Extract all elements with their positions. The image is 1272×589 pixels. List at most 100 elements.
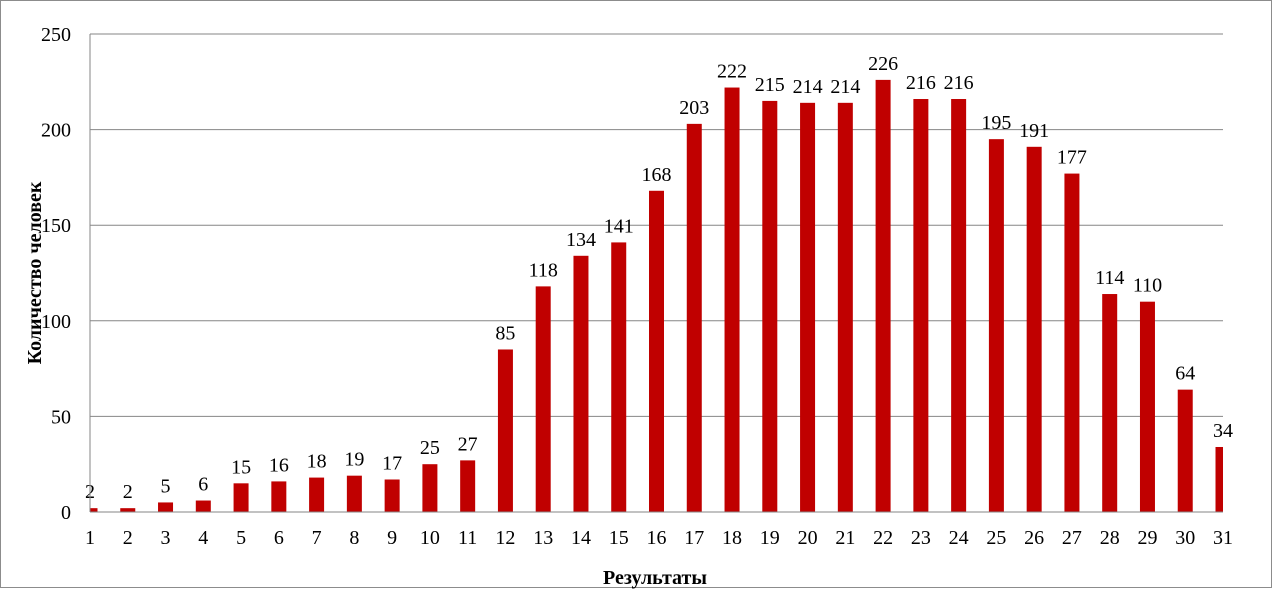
data-label: 216 [944, 72, 974, 94]
bar [1139, 301, 1155, 512]
x-tick-label: 7 [312, 527, 322, 549]
data-label: 195 [981, 112, 1011, 134]
bar [1215, 446, 1223, 512]
data-label: 215 [755, 74, 785, 96]
data-label: 5 [161, 475, 171, 497]
data-label: 177 [1057, 147, 1087, 169]
data-label: 134 [566, 229, 596, 251]
x-tick-label: 3 [161, 527, 171, 549]
bar [1102, 294, 1118, 512]
y-tick-label: 100 [41, 311, 71, 333]
bar [158, 502, 174, 512]
data-label: 6 [198, 474, 208, 496]
data-label: 203 [679, 97, 709, 119]
data-label: 25 [420, 437, 440, 459]
bar [800, 102, 816, 512]
x-tick-label: 1 [85, 527, 95, 549]
x-tick-label: 15 [609, 527, 629, 549]
bar [346, 475, 362, 512]
x-tick-label: 16 [647, 527, 667, 549]
data-label: 214 [830, 76, 860, 98]
x-tick-label: 29 [1137, 527, 1157, 549]
x-tick-label: 24 [949, 527, 969, 549]
data-label: 85 [495, 322, 515, 344]
data-label: 191 [1019, 120, 1049, 142]
data-label: 64 [1175, 363, 1195, 385]
data-label: 118 [529, 259, 558, 281]
x-tick-label: 6 [274, 527, 284, 549]
data-label: 27 [458, 433, 478, 455]
bar [120, 508, 136, 512]
data-label: 222 [717, 61, 747, 83]
x-tick-label: 23 [911, 527, 931, 549]
y-tick-label: 250 [41, 24, 71, 46]
y-axis-title: Количество человек [24, 181, 46, 364]
bar [195, 500, 211, 512]
data-label: 18 [307, 451, 327, 473]
x-tick-label: 12 [495, 527, 515, 549]
x-tick-label: 21 [835, 527, 855, 549]
data-label: 141 [604, 215, 634, 237]
bar [837, 102, 853, 512]
x-tick-label: 11 [458, 527, 477, 549]
data-label: 114 [1095, 267, 1124, 289]
x-tick-label: 14 [571, 527, 591, 549]
bar [233, 483, 249, 512]
data-label: 34 [1213, 420, 1233, 442]
bar [90, 508, 98, 512]
x-tick-label: 22 [873, 527, 893, 549]
bar [762, 100, 778, 513]
x-tick-label: 9 [387, 527, 397, 549]
bar [686, 123, 702, 512]
data-label: 168 [642, 164, 672, 186]
bar [309, 477, 325, 512]
bar [1026, 146, 1042, 513]
data-label: 2 [123, 481, 133, 503]
data-label: 216 [906, 72, 936, 94]
bar [1064, 173, 1080, 513]
x-tick-label: 5 [236, 527, 246, 549]
data-label: 19 [344, 449, 364, 471]
x-tick-label: 30 [1175, 527, 1195, 549]
x-tick-label: 31 [1213, 527, 1233, 549]
bar [535, 286, 551, 512]
x-tick-label: 13 [533, 527, 553, 549]
x-tick-label: 8 [349, 527, 359, 549]
y-tick-label: 0 [61, 502, 71, 524]
x-tick-label: 17 [684, 527, 704, 549]
bar [951, 99, 967, 513]
x-tick-label: 28 [1100, 527, 1120, 549]
bar [271, 481, 287, 512]
data-label: 17 [382, 452, 402, 474]
y-tick-label: 150 [41, 215, 71, 237]
x-tick-label: 25 [986, 527, 1006, 549]
x-axis-title: Результаты [603, 567, 707, 589]
bars [90, 79, 1223, 513]
x-tick-label: 19 [760, 527, 780, 549]
data-label: 16 [269, 454, 289, 476]
y-tick-label: 50 [51, 406, 71, 428]
x-tick-label: 18 [722, 527, 742, 549]
x-tick-label: 4 [198, 527, 208, 549]
x-tick-label: 10 [420, 527, 440, 549]
bar [460, 460, 476, 512]
bar [573, 255, 589, 513]
x-tick-label: 26 [1024, 527, 1044, 549]
bar [497, 349, 513, 512]
bar [724, 87, 740, 512]
bar [422, 464, 438, 512]
bar [649, 190, 664, 512]
bar [384, 479, 400, 512]
bar [1177, 389, 1193, 512]
y-tick-label: 200 [41, 120, 71, 142]
data-label: 226 [868, 53, 898, 75]
x-tick-label: 27 [1062, 527, 1082, 549]
bar [611, 242, 627, 512]
data-label: 110 [1133, 275, 1162, 297]
bar [988, 139, 1004, 512]
x-tick-label: 2 [123, 527, 133, 549]
bar [913, 99, 929, 513]
